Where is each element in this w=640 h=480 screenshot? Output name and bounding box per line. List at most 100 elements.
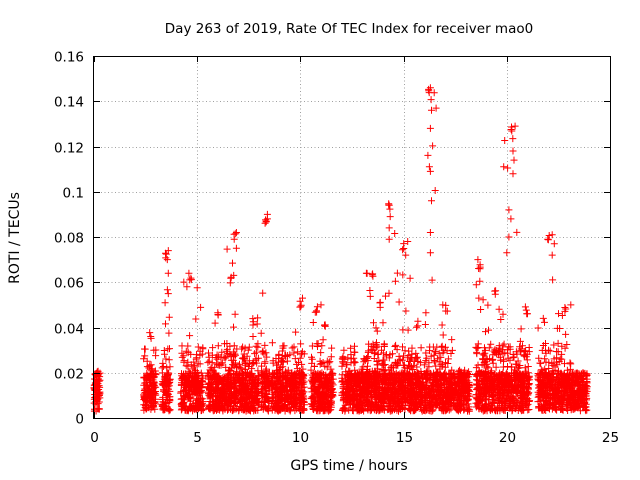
- data-point: [166, 363, 174, 371]
- data-point: [166, 406, 174, 414]
- data-point: [206, 386, 213, 394]
- data-point: [218, 348, 226, 356]
- data-point: [286, 351, 294, 359]
- data-point: [325, 359, 333, 367]
- data-point: [318, 369, 326, 377]
- data-point: [320, 378, 328, 386]
- data-point: [221, 397, 229, 405]
- data-point: [233, 387, 241, 395]
- data-point: [309, 319, 317, 326]
- data-point: [191, 404, 199, 412]
- data-point: [300, 398, 308, 406]
- data-point: [241, 355, 248, 363]
- data-point: [313, 340, 321, 348]
- data-point: [254, 343, 262, 351]
- data-point: [143, 357, 151, 365]
- data-point: [297, 375, 305, 383]
- data-point: [192, 389, 199, 397]
- data-point: [310, 376, 318, 384]
- data-point: [289, 398, 297, 406]
- data-point: [177, 375, 185, 383]
- data-point: [194, 377, 202, 385]
- data-point: [193, 388, 201, 396]
- data-point: [317, 349, 325, 357]
- data-point: [213, 360, 221, 368]
- data-point: [288, 344, 296, 352]
- data-point: [147, 333, 155, 340]
- data-point: [259, 289, 267, 297]
- data-point: [193, 351, 200, 359]
- data-point: [198, 399, 206, 407]
- data-point: [187, 274, 195, 282]
- data-point: [149, 403, 157, 411]
- data-point: [162, 391, 170, 399]
- data-point: [311, 308, 319, 316]
- data-point: [252, 355, 260, 363]
- data-point: [326, 358, 334, 366]
- data-point: [269, 359, 277, 367]
- data-point: [147, 389, 155, 397]
- data-point: [251, 385, 259, 392]
- data-point: [230, 271, 238, 279]
- data-point: [292, 391, 300, 399]
- data-point: [222, 363, 230, 371]
- data-point: [253, 320, 261, 328]
- data-point: [223, 376, 231, 384]
- data-point: [231, 310, 239, 318]
- data-point: [308, 353, 315, 361]
- data-point: [258, 378, 266, 386]
- data-point: [319, 394, 327, 402]
- data-point: [273, 393, 281, 401]
- data-point: [298, 360, 306, 368]
- data-point: [273, 401, 280, 409]
- data-point: [95, 405, 103, 413]
- data-point: [152, 352, 160, 360]
- data-point: [189, 372, 197, 380]
- data-point: [271, 404, 279, 412]
- data-point: [205, 404, 212, 412]
- data-point: [326, 393, 334, 400]
- data-point: [281, 352, 289, 359]
- data-point: [313, 307, 320, 315]
- data-point: [342, 368, 350, 376]
- data-point: [96, 388, 104, 396]
- data-point: [226, 366, 233, 374]
- data-point: [343, 361, 351, 369]
- data-point: [261, 383, 269, 391]
- data-point: [140, 406, 148, 414]
- data-point: [179, 373, 187, 381]
- data-point: [246, 373, 254, 381]
- data-point: [248, 394, 256, 402]
- data-point: [247, 403, 255, 411]
- data-point: [224, 399, 232, 407]
- data-point: [214, 311, 222, 318]
- data-point: [329, 370, 337, 378]
- data-point: [162, 254, 170, 262]
- data-point: [308, 400, 316, 408]
- data-point: [193, 284, 201, 292]
- data-point: [268, 339, 276, 347]
- data-point: [320, 407, 328, 415]
- data-point: [264, 407, 272, 415]
- data-point: [213, 401, 221, 409]
- data-point: [254, 314, 262, 322]
- data-point: [209, 373, 217, 381]
- data-point: [261, 358, 269, 366]
- data-point: [143, 377, 151, 385]
- data-point: [313, 407, 321, 415]
- data-point: [182, 347, 190, 355]
- data-point: [300, 371, 308, 379]
- data-point: [350, 358, 358, 366]
- data-point: [252, 396, 260, 403]
- data-point: [327, 406, 335, 414]
- data-points: [90, 84, 591, 415]
- data-point: [91, 386, 99, 394]
- data-point: [320, 392, 328, 400]
- data-point: [141, 345, 149, 353]
- data-point: [328, 344, 336, 352]
- data-point: [356, 374, 364, 382]
- data-point: [252, 348, 260, 356]
- data-point: [249, 318, 257, 326]
- data-point: [177, 388, 185, 396]
- data-point: [213, 378, 220, 386]
